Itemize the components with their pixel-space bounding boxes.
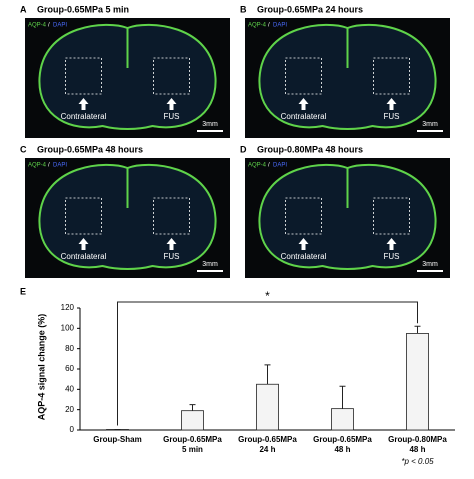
arrow [78, 238, 89, 250]
arrow [298, 238, 309, 250]
x-tick-label: Group-0.65MPa [313, 435, 372, 444]
y-tick-label: 80 [65, 344, 74, 353]
error-bar [189, 404, 196, 411]
bar [256, 383, 279, 431]
x-tick-label: Group-0.80MPa [388, 435, 447, 444]
x-tick-label: Group-Sham [93, 435, 141, 444]
error-bar [339, 385, 346, 409]
arrow [386, 238, 397, 250]
y-tick-label: 100 [61, 323, 75, 332]
y-tick-label: 60 [65, 364, 74, 373]
stain-label: AQP-4 [248, 23, 267, 29]
error-bar [414, 325, 421, 334]
x-tick-label: 48 h [334, 445, 350, 454]
bar [181, 410, 204, 431]
stain-label: AQP-4 [28, 163, 47, 169]
region-label: Contralateral [61, 112, 107, 121]
panel-title: Group-0.65MPa 24 hours [257, 4, 363, 14]
region-label: FUS [384, 252, 400, 261]
scale-label: 3mm [202, 261, 218, 268]
roi-box [153, 197, 190, 235]
roi-box [153, 57, 190, 95]
region-label: Contralateral [281, 252, 327, 261]
y-tick-label: 40 [65, 384, 74, 393]
arrow [166, 98, 177, 110]
roi-box [65, 197, 102, 235]
stain-label: / [48, 23, 50, 29]
region-label: FUS [384, 112, 400, 121]
roi-box [285, 197, 322, 235]
arrow [386, 98, 397, 110]
x-tick-label: Group-0.65MPa [238, 435, 297, 444]
x-tick-label: Group-0.65MPa [163, 435, 222, 444]
panel-letter: E [20, 286, 26, 296]
scale-label: 3mm [202, 121, 218, 128]
x-tick-label: 48 h [409, 445, 425, 454]
panel-title: Group-0.65MPa 48 hours [37, 144, 143, 154]
region-label: FUS [164, 112, 180, 121]
stain-label: / [268, 163, 270, 169]
stain-label: AQP-4 [28, 23, 47, 29]
stain-label: DAPI [53, 163, 67, 169]
y-tick-label: 0 [70, 425, 75, 434]
bar [406, 333, 429, 431]
stain-label: / [48, 163, 50, 169]
arrow [166, 238, 177, 250]
roi-box [285, 57, 322, 95]
panel-title: Group-0.65MPa 5 min [37, 4, 129, 14]
region-label: FUS [164, 252, 180, 261]
panel-letter: B [240, 4, 247, 14]
scale-label: 3mm [422, 121, 438, 128]
roi-box [373, 57, 410, 95]
stain-label: DAPI [273, 23, 287, 29]
roi-box [65, 57, 102, 95]
scale-label: 3mm [422, 261, 438, 268]
region-label: Contralateral [281, 112, 327, 121]
significance-mark: * [265, 289, 270, 303]
arrow [298, 98, 309, 110]
y-axis-label: AQP-4 signal change (%) [36, 314, 46, 421]
arrow [78, 98, 89, 110]
y-tick-label: 120 [61, 303, 75, 312]
error-bar [264, 364, 271, 385]
panel-letter: C [20, 144, 27, 154]
bar [331, 408, 354, 431]
panel-title: Group-0.80MPa 48 hours [257, 144, 363, 154]
x-tick-label: 24 h [259, 445, 275, 454]
roi-box [373, 197, 410, 235]
panel-letter: A [20, 4, 27, 14]
y-tick-label: 20 [65, 405, 74, 414]
x-tick-label: 5 min [182, 445, 203, 454]
stain-label: DAPI [273, 163, 287, 169]
panel-letter: D [240, 144, 247, 154]
significance-bracket [117, 301, 418, 426]
region-label: Contralateral [61, 252, 107, 261]
stain-label: AQP-4 [248, 163, 267, 169]
stain-label: / [268, 23, 270, 29]
note: *p < 0.05 [401, 457, 434, 466]
stain-label: DAPI [53, 23, 67, 29]
